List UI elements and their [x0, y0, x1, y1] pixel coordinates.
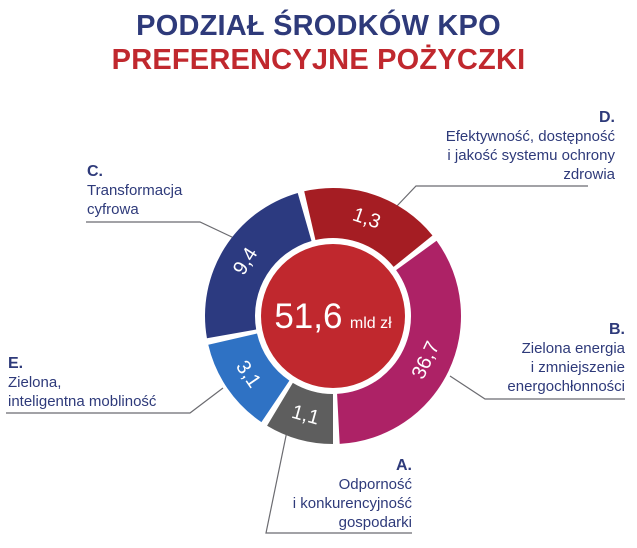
- leader-line-b: [449, 375, 625, 400]
- callout-code: A.: [396, 457, 412, 474]
- leader-line-a: [265, 430, 412, 534]
- callout-line: Odporność: [338, 476, 412, 493]
- donut-segment-e: [208, 333, 290, 423]
- callout-line: cyfrowa: [87, 201, 139, 218]
- callout-line: gospodarki: [338, 514, 412, 531]
- callout-label-d: D. Efektywność, dostępność i jakość syst…: [446, 108, 615, 184]
- donut-segments: 1,336,71,13,19,4: [205, 188, 461, 444]
- callout-label-e: E. Zielona, inteligentna mobliność: [8, 354, 156, 411]
- callout-label-a: A. Odporność i konkurencyjność gospodark…: [293, 456, 412, 532]
- callout-line: Zielona energia: [521, 340, 625, 357]
- callout-code: C.: [87, 163, 103, 180]
- center-total: 51,6 mld zł: [274, 297, 392, 336]
- leader-line-d: [395, 185, 588, 208]
- callout-label-c: C. Transformacja cyfrowa: [87, 162, 182, 219]
- donut-segment-b: [337, 240, 461, 444]
- callout-line: Zielona,: [8, 374, 62, 391]
- callout-line: i jakość systemu ochrony: [447, 147, 615, 164]
- callout-label-b: B. Zielona energia i zmniejszenie energo…: [507, 320, 625, 396]
- title-line-1: PODZIAŁ ŚRODKÓW KPO: [136, 10, 501, 42]
- callout-line: inteligentna mobliność: [8, 393, 157, 410]
- title-line-2: PREFERENCYJNE POŻYCZKI: [111, 44, 526, 76]
- leader-line-c: [86, 221, 235, 239]
- center-total-circle: [261, 244, 405, 388]
- center-total-value: 51,6: [274, 297, 342, 336]
- donut-segment-a: [267, 382, 333, 444]
- callout-code: D.: [599, 109, 615, 126]
- callout-line: zdrowia: [563, 166, 615, 183]
- donut-segment-c: [205, 192, 312, 339]
- center-total-unit: mld zł: [350, 315, 392, 332]
- donut-segment-d: [304, 188, 433, 267]
- leader-line-e: [6, 387, 224, 414]
- callout-line: i konkurencyjność: [292, 495, 412, 512]
- callout-line: energochłonności: [507, 378, 625, 395]
- callout-line: i zmniejszenie: [530, 359, 625, 376]
- callout-line: Transformacja: [87, 182, 183, 199]
- callout-code: E.: [8, 355, 24, 372]
- callout-code: B.: [609, 321, 625, 338]
- leader-lines: [6, 185, 625, 534]
- callout-line: Efektywność, dostępność: [445, 128, 615, 145]
